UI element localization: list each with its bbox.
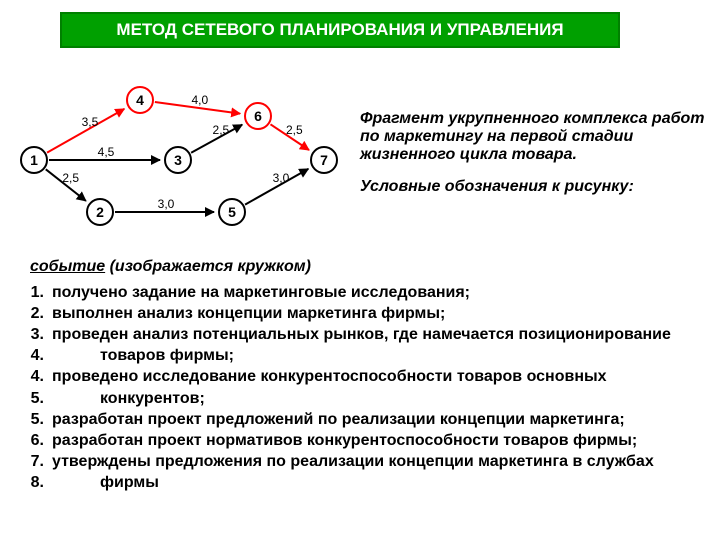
node-label: 6 (254, 108, 262, 124)
edge-label: 2,5 (286, 123, 303, 137)
list-number: 1. (18, 282, 52, 303)
list-row: 8.фирмы (18, 472, 702, 493)
list-text: разработан проект предложений по реализа… (52, 409, 702, 430)
network-diagram: 3,5 4,5 2,5 3,0 2,5 4,0 3,0 2,5 1 2 3 4 5 6 7 (10, 70, 350, 230)
list-row: 5.разработан проект предложений по реали… (18, 409, 702, 430)
list-row: 6.разработан проект нормативов конкурент… (18, 430, 702, 451)
edge-label: 2,5 (62, 171, 79, 185)
list-row: 7.утверждены предложения по реализации к… (18, 451, 702, 472)
list-row: 3.проведен анализ потенциальных рынков, … (18, 324, 702, 345)
edge-label: 4,5 (98, 145, 115, 159)
list-row: 2.выполнен анализ концепции маркетинга ф… (18, 303, 702, 324)
title-bar: МЕТОД СЕТЕВОГО ПЛАНИРОВАНИЯ И УПРАВЛЕНИЯ (60, 12, 620, 48)
list-text: разработан проект нормативов конкурентос… (52, 430, 702, 451)
edge-label: 3,0 (158, 197, 175, 211)
list-row: 5.конкурентов; (18, 388, 702, 409)
list-number: 4. (18, 345, 52, 366)
list-text: товаров фирмы; (52, 345, 702, 366)
event-word: событие (30, 258, 105, 275)
list-number: 8. (18, 472, 52, 493)
list-text: фирмы (52, 472, 702, 493)
edge-label: 3,5 (82, 115, 99, 129)
list-text: проведен анализ потенциальных рынков, гд… (52, 324, 702, 345)
node-label: 7 (320, 152, 328, 168)
list-number: 6. (18, 430, 52, 451)
list-text: получено задание на маркетинговые исслед… (52, 282, 702, 303)
list-number: 2. (18, 303, 52, 324)
list-text: проведено исследование конкурентоспособн… (52, 366, 702, 387)
event-definition: событие (изображается кружком) (30, 258, 311, 276)
title-text: МЕТОД СЕТЕВОГО ПЛАНИРОВАНИЯ И УПРАВЛЕНИЯ (116, 20, 563, 39)
node-label: 4 (136, 92, 144, 108)
legend-title: Условные обозначения к рисунку: (360, 178, 710, 196)
node-label: 1 (30, 152, 38, 168)
node-label: 5 (228, 204, 236, 220)
side-text-block: Фрагмент укрупненного комплекса работ по… (360, 110, 710, 196)
list-text: конкурентов; (52, 388, 702, 409)
fragment-description: Фрагмент укрупненного комплекса работ по… (360, 110, 710, 164)
node-label: 3 (174, 152, 182, 168)
list-number: 5. (18, 409, 52, 430)
network-svg: 3,5 4,5 2,5 3,0 2,5 4,0 3,0 2,5 1 2 3 4 5 6 7 (10, 70, 350, 230)
list-row: 1.получено задание на маркетинговые иссл… (18, 282, 702, 303)
edge-label: 4,0 (191, 93, 208, 107)
list-row: 4.проведено исследование конкурентоспосо… (18, 366, 702, 387)
edge-label: 3,0 (273, 171, 290, 185)
list-number: 3. (18, 324, 52, 345)
list-number: 5. (18, 388, 52, 409)
edge-label: 2,5 (213, 123, 230, 137)
list-number: 7. (18, 451, 52, 472)
list-number: 4. (18, 366, 52, 387)
list-text: утверждены предложения по реализации кон… (52, 451, 702, 472)
list-row: 4.товаров фирмы; (18, 345, 702, 366)
definitions-list: 1.получено задание на маркетинговые иссл… (18, 282, 702, 493)
node-label: 2 (96, 204, 104, 220)
event-rest: (изображается кружком) (105, 258, 311, 275)
list-text: выполнен анализ концепции маркетинга фир… (52, 303, 702, 324)
